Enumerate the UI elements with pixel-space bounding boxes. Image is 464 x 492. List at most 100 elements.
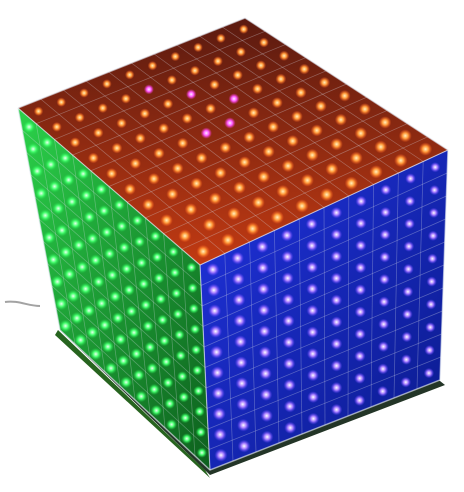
left-led bbox=[179, 412, 191, 424]
left-led bbox=[38, 208, 52, 222]
right-led bbox=[306, 347, 319, 360]
left-led bbox=[146, 362, 158, 374]
left-led bbox=[174, 329, 185, 341]
left-led bbox=[50, 275, 64, 289]
wire-line bbox=[199, 35, 399, 174]
right-led bbox=[231, 251, 244, 265]
right-led bbox=[378, 318, 390, 330]
top-led bbox=[252, 83, 263, 95]
right-led bbox=[258, 325, 271, 338]
left-led bbox=[46, 253, 60, 267]
top-led bbox=[189, 65, 200, 76]
right-led bbox=[210, 366, 224, 380]
left-led bbox=[190, 344, 202, 355]
left-led bbox=[178, 391, 190, 403]
right-led bbox=[280, 229, 294, 242]
top-led bbox=[219, 141, 232, 154]
top-face-panel bbox=[18, 18, 448, 265]
right-led bbox=[423, 367, 435, 379]
right-led bbox=[282, 314, 295, 327]
right-led bbox=[378, 296, 390, 308]
right-led bbox=[354, 328, 366, 340]
left-led bbox=[123, 284, 135, 296]
top-led bbox=[190, 177, 203, 190]
top-led bbox=[56, 97, 67, 107]
wire-line bbox=[47, 263, 208, 409]
top-led bbox=[374, 140, 388, 154]
left-led bbox=[40, 136, 54, 149]
left-led bbox=[193, 385, 204, 397]
right-led bbox=[330, 360, 343, 372]
right-led bbox=[430, 162, 441, 173]
top-led bbox=[79, 88, 89, 98]
right-led bbox=[283, 400, 296, 413]
wire-line bbox=[202, 218, 446, 327]
top-led bbox=[306, 148, 319, 162]
wire-line bbox=[72, 155, 106, 373]
top-led bbox=[258, 37, 269, 48]
wire-line bbox=[63, 89, 250, 243]
top-led bbox=[69, 137, 81, 148]
wire-line bbox=[207, 333, 442, 430]
right-led bbox=[282, 336, 295, 349]
left-led bbox=[69, 217, 82, 230]
top-led bbox=[369, 165, 383, 179]
right-led bbox=[380, 184, 392, 196]
top-led bbox=[148, 172, 160, 185]
left-led bbox=[92, 275, 105, 288]
right-led bbox=[307, 369, 319, 382]
left-led bbox=[158, 335, 170, 347]
top-led bbox=[208, 192, 222, 205]
wire-line bbox=[222, 26, 424, 162]
wire-line bbox=[108, 71, 300, 220]
right-led bbox=[402, 286, 414, 298]
right-led bbox=[237, 439, 251, 453]
wire-line bbox=[126, 202, 151, 415]
left-led bbox=[120, 376, 133, 389]
top-led bbox=[171, 162, 184, 175]
top-led bbox=[74, 112, 85, 123]
right-led bbox=[404, 218, 415, 230]
left-face-wire-grid bbox=[17, 107, 211, 471]
top-led bbox=[147, 60, 158, 71]
left-led bbox=[103, 247, 116, 260]
wire-line bbox=[163, 123, 408, 234]
stray-wire bbox=[4, 300, 41, 307]
wire-line bbox=[145, 217, 166, 429]
wire-line bbox=[206, 310, 443, 409]
right-led bbox=[427, 230, 439, 241]
top-led bbox=[153, 147, 165, 159]
top-led bbox=[170, 51, 181, 62]
top-led bbox=[120, 93, 131, 104]
wire-line bbox=[90, 70, 327, 172]
wire-line bbox=[199, 149, 449, 266]
right-led bbox=[380, 206, 391, 218]
right-led bbox=[330, 338, 343, 350]
right-led bbox=[424, 345, 435, 356]
right-led bbox=[208, 304, 222, 318]
left-led bbox=[30, 164, 44, 178]
right-led bbox=[403, 263, 414, 275]
left-led bbox=[135, 390, 148, 403]
top-led bbox=[232, 69, 243, 81]
wire-line bbox=[38, 218, 206, 368]
left-led bbox=[125, 305, 138, 318]
left-led bbox=[80, 189, 93, 202]
right-led bbox=[354, 372, 366, 384]
left-led bbox=[130, 348, 143, 360]
top-led bbox=[221, 233, 235, 247]
top-led bbox=[51, 121, 62, 132]
wire-line bbox=[17, 107, 201, 266]
top-led bbox=[214, 166, 227, 179]
right-face-leds bbox=[206, 162, 441, 462]
left-led bbox=[168, 246, 179, 258]
right-led bbox=[206, 263, 220, 277]
right-led bbox=[355, 217, 367, 230]
wire-line bbox=[145, 110, 388, 219]
right-led bbox=[377, 385, 389, 397]
top-led bbox=[338, 89, 351, 102]
left-led bbox=[98, 318, 111, 332]
left-led bbox=[100, 226, 113, 239]
top-led bbox=[394, 153, 408, 168]
left-led bbox=[131, 214, 144, 227]
